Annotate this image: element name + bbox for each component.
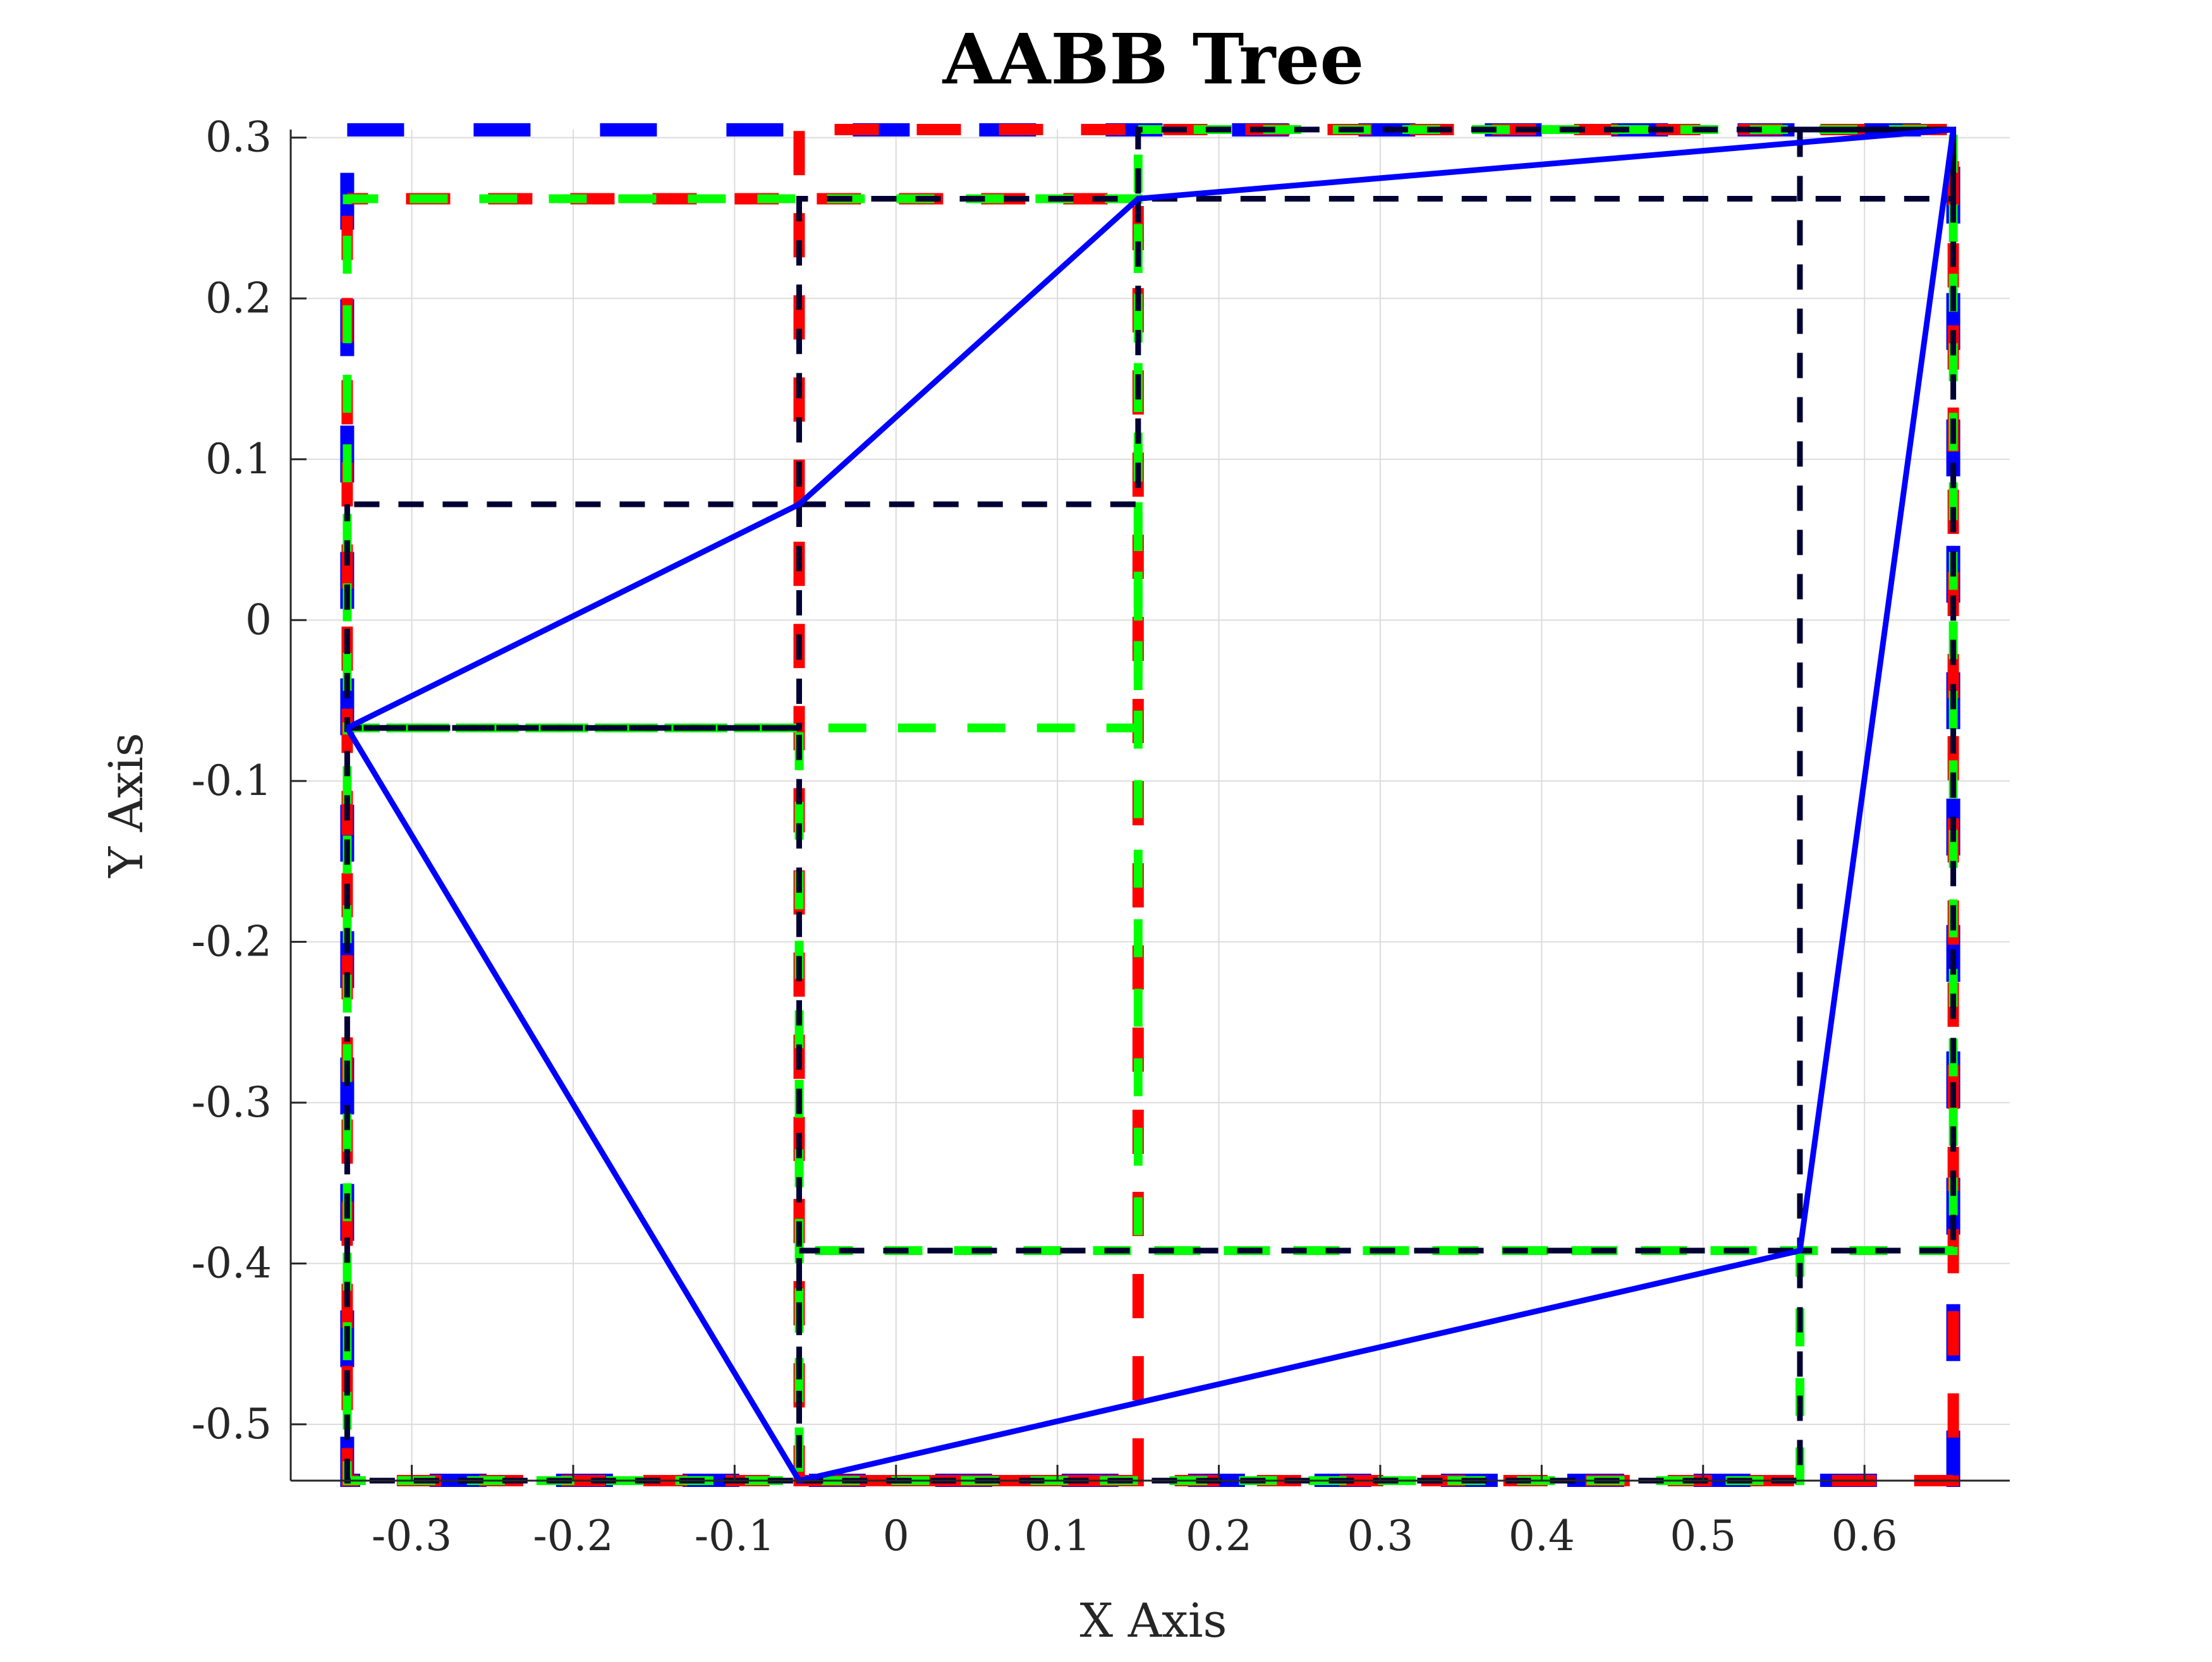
y-tick-label-3: 0 <box>245 595 272 644</box>
y-tick-label-2: 0.1 <box>205 435 272 483</box>
x-tick-label-0: -0.3 <box>372 1512 452 1560</box>
y-tick-label-1: 0.2 <box>205 274 272 322</box>
aabb-box-6 <box>1133 125 1958 1256</box>
x-tick-label-8: 0.5 <box>1670 1512 1736 1560</box>
x-tick-label-7: 0.4 <box>1509 1512 1575 1560</box>
aabb-box-12 <box>344 725 803 1484</box>
axes <box>289 130 2010 1482</box>
x-axis-label: X Axis <box>1079 1594 1227 1648</box>
x-tick-label-4: 0.1 <box>1024 1512 1091 1560</box>
aabb-box-10 <box>1797 126 1957 1254</box>
y-tick-label-4: -0.1 <box>191 756 272 805</box>
y-tick-label-8: -0.5 <box>191 1400 272 1448</box>
x-tick-label-6: 0.3 <box>1347 1512 1413 1560</box>
y-tick-label-5: -0.2 <box>191 917 272 966</box>
chart-title: AABB Tree <box>942 18 1364 100</box>
y-axis-label: Y Axis <box>99 732 154 878</box>
y-tick-label-0: 0.3 <box>205 113 272 162</box>
x-tick-label-2: -0.1 <box>695 1512 775 1560</box>
grid-lines <box>291 130 2010 1481</box>
aabb-box-7 <box>344 501 803 731</box>
tick-labels: -0.3 -0.2 -0.1 0 0.1 0.2 0.3 0.4 0.5 0.6 0.3 0.2 0.1… <box>191 113 1898 1560</box>
x-tick-label-5: 0.2 <box>1186 1512 1252 1560</box>
x-tick-label-9: 0.6 <box>1832 1512 1898 1560</box>
x-tick-label-3: 0 <box>883 1512 909 1560</box>
aabb-box-8 <box>796 195 1141 507</box>
y-tick-label-7: -0.4 <box>191 1239 272 1287</box>
y-tick-label-6: -0.3 <box>191 1078 272 1127</box>
x-tick-label-1: -0.2 <box>533 1512 613 1560</box>
